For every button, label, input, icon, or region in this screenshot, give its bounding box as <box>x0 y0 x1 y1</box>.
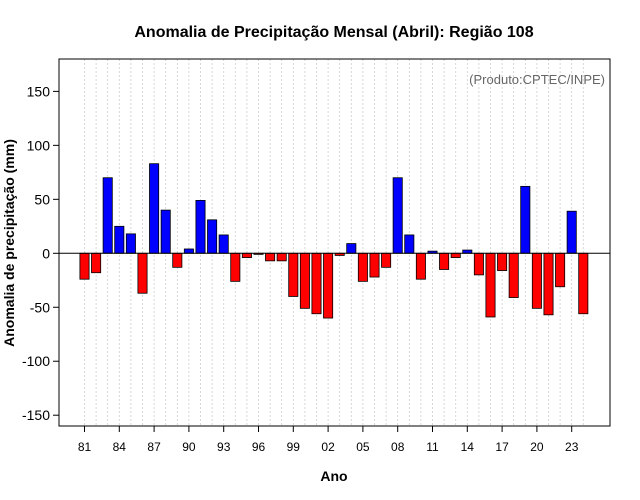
bar <box>578 252 589 315</box>
chart-title: Anomalia de Precipitação Mensal (Abril):… <box>134 24 533 41</box>
bar <box>149 163 160 254</box>
x-tick-label: 14 <box>461 440 475 454</box>
x-tick-label: 81 <box>78 440 92 454</box>
bar <box>566 210 577 254</box>
bar <box>346 243 357 254</box>
bar <box>439 252 450 270</box>
y-axis-label: Anomalia de precipitação (mm) <box>1 139 17 347</box>
y-tick-label: -50 <box>30 299 50 315</box>
bar <box>230 252 241 282</box>
x-tick-label: 99 <box>287 440 301 454</box>
bar <box>485 252 496 318</box>
bar <box>79 252 90 280</box>
y-tick-label: 100 <box>27 137 51 153</box>
y-tick-label: 150 <box>27 83 51 99</box>
bar <box>160 209 171 254</box>
bars <box>79 163 589 319</box>
x-tick-label: 08 <box>391 440 405 454</box>
y-tick-label: 50 <box>34 191 50 207</box>
y-tick-label: -150 <box>22 407 50 423</box>
bar <box>172 252 183 268</box>
bar <box>323 252 334 319</box>
bar <box>381 252 392 268</box>
bar <box>288 252 299 297</box>
bar <box>102 177 113 254</box>
bar <box>531 252 542 309</box>
bar <box>265 252 276 262</box>
x-tick-label: 96 <box>252 440 266 454</box>
x-tick-label: 17 <box>495 440 509 454</box>
y-tick-label: 0 <box>42 245 50 261</box>
bar <box>218 234 229 254</box>
bar <box>137 252 148 294</box>
x-axis-label: Ano <box>320 468 347 484</box>
source-annotation: (Produto:CPTEC/INPE) <box>469 72 605 87</box>
y-tick-label: -100 <box>22 353 50 369</box>
x-axis: 81 84 87 90 93 96 99 02 05 08 11 14 17 20 23 <box>78 426 579 454</box>
bar <box>114 225 125 254</box>
bar <box>450 252 461 259</box>
bar <box>311 252 322 315</box>
y-axis: -150 -100 -50 0 50 100 150 <box>22 83 59 423</box>
x-tick-label: 84 <box>113 440 127 454</box>
bar <box>404 234 415 254</box>
x-tick-label: 90 <box>182 440 196 454</box>
bar <box>543 252 554 316</box>
bar <box>369 252 380 278</box>
bar <box>91 252 102 274</box>
bar <box>473 252 484 276</box>
bar <box>520 185 531 254</box>
x-tick-label: 93 <box>217 440 231 454</box>
bar <box>241 252 252 259</box>
x-tick-label: 11 <box>426 440 439 454</box>
bar <box>299 252 310 309</box>
bar <box>555 252 566 288</box>
x-tick-label: 02 <box>321 440 335 454</box>
x-tick-label: 05 <box>356 440 370 454</box>
x-tick-label: 20 <box>530 440 544 454</box>
x-tick-label: 87 <box>147 440 161 454</box>
bar <box>357 252 368 282</box>
bar <box>195 200 206 254</box>
bar <box>392 177 403 254</box>
bar <box>497 252 508 271</box>
bar <box>508 252 519 298</box>
plot-frame <box>58 58 611 427</box>
bar <box>125 233 136 254</box>
bar <box>207 219 218 254</box>
grid-lines <box>84 59 584 426</box>
bar <box>415 252 426 280</box>
bar <box>183 248 194 254</box>
x-tick-label: 23 <box>565 440 579 454</box>
bar <box>276 252 287 262</box>
